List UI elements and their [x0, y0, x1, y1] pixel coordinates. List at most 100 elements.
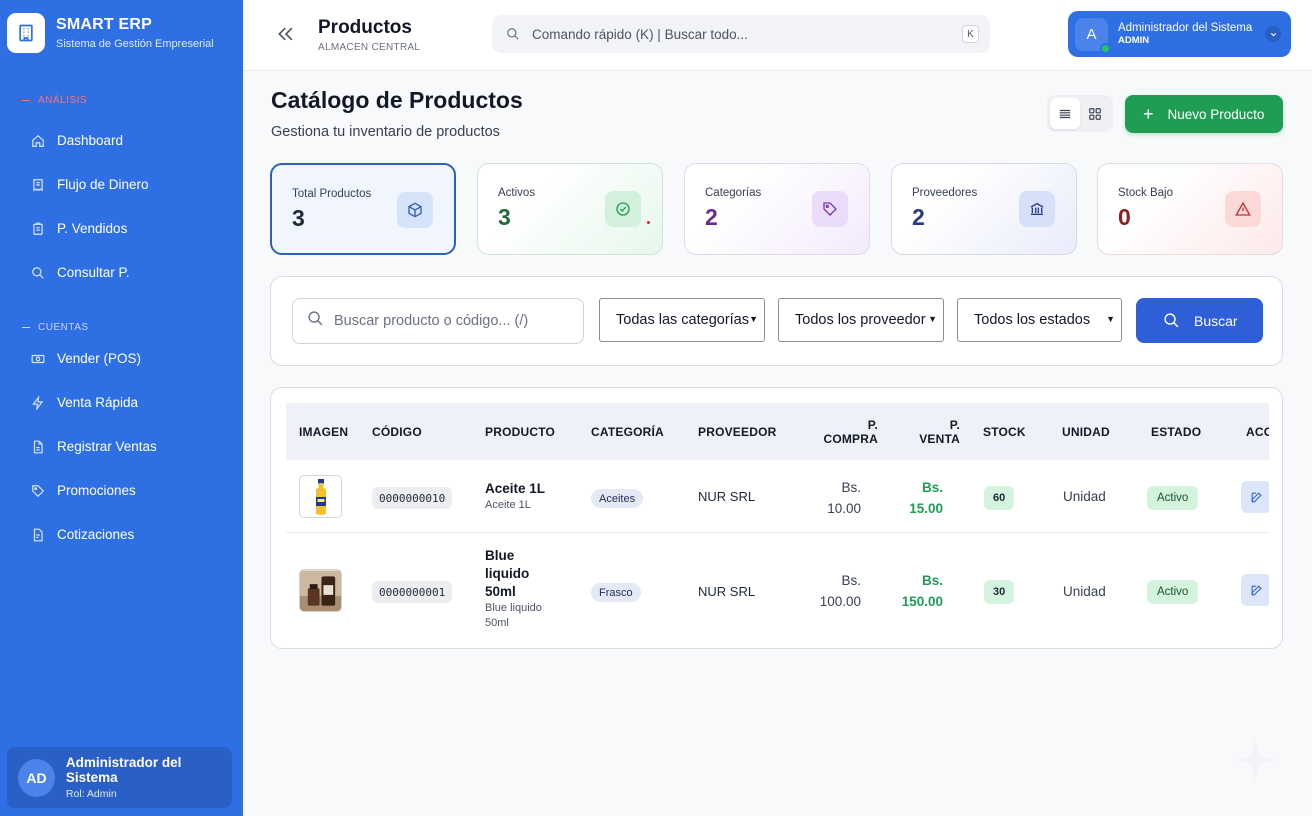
user-menu-button[interactable]: A Administrador del Sistema ADMIN [1068, 11, 1291, 57]
sidebar-item-vender-pos[interactable]: Vender (POS) [31, 351, 141, 366]
sidebar-item-promociones[interactable]: Promociones [31, 483, 136, 498]
column-header-producto[interactable]: PRODUCTO [485, 425, 556, 439]
product-description: Aceite 1L [485, 499, 531, 511]
receipt-icon [31, 178, 45, 192]
online-status-dot [1100, 42, 1111, 54]
avatar: AD [18, 758, 55, 797]
shortcut-key-badge: K [962, 25, 979, 43]
supplier-select[interactable]: Todos los proveedor ▼ [778, 298, 944, 342]
sidebar-item-venta-rapida[interactable]: Venta Rápida [31, 395, 138, 410]
tag-icon [812, 191, 848, 227]
sidebar-item-label: P. Vendidos [57, 221, 128, 236]
stat-card-stock-bajo[interactable]: Stock Bajo 0 [1097, 163, 1283, 255]
section-label-cuentas: CUENTAS [22, 322, 89, 333]
sidebar-item-label: Promociones [57, 483, 136, 498]
product-info: Blue liquido 50ml Blue liquido 50ml [485, 548, 542, 629]
stat-value: 0 [1118, 204, 1131, 230]
column-header-p-venta[interactable]: P. VENTA [919, 418, 960, 446]
search-icon [1163, 312, 1180, 329]
product-description: Blue liquido [485, 602, 542, 614]
sidebar-user-card[interactable]: AD Administrador del Sistema Rol: Admin [7, 747, 232, 808]
brand-subtitle: Sistema de Gestión Empreserial [56, 38, 214, 50]
sparkle-icon [1232, 737, 1278, 788]
edit-button[interactable] [1241, 481, 1269, 513]
collapse-sidebar-button[interactable] [276, 24, 296, 49]
sidebar-item-cotizaciones[interactable]: Cotizaciones [31, 527, 134, 542]
column-header-acciones[interactable]: ACC [1246, 425, 1269, 439]
sidebar-item-label: Flujo de Dinero [57, 177, 149, 192]
user-name: Administrador del Sistema [1118, 22, 1253, 34]
catalog-subtitle: Gestiona tu inventario de productos [271, 124, 500, 140]
column-header-categoria[interactable]: CATEGORÍA [591, 425, 664, 439]
file-icon [31, 440, 45, 454]
category-select[interactable]: Todas las categorías ▼ [599, 298, 765, 342]
filter-panel: Todas las categorías ▼ Todos los proveed… [270, 276, 1283, 366]
page-title: Productos [318, 17, 412, 38]
cash-icon [31, 352, 45, 366]
product-name: Aceite 1L [485, 481, 546, 496]
chevron-down-icon [1265, 26, 1281, 42]
sidebar-item-flujo-de-dinero[interactable]: Flujo de Dinero [31, 177, 149, 192]
search-icon [307, 310, 324, 332]
stat-value: 2 [705, 204, 718, 230]
grid-view-button[interactable] [1080, 98, 1110, 129]
sidebar-item-label: Vender (POS) [57, 351, 142, 366]
command-search-bar[interactable]: K [492, 15, 990, 53]
status-select[interactable]: Todos los estados ▼ [957, 298, 1122, 342]
chevron-down-icon: ▼ [928, 314, 937, 324]
table-row[interactable]: 0000000001 Blue liquido 50ml Blue liquid… [286, 533, 1269, 648]
new-product-button[interactable]: + Nuevo Producto [1125, 95, 1283, 133]
sidebar-user-role: Rol: Admin [65, 788, 117, 800]
stat-card-total-productos[interactable]: Total Productos 3 [270, 163, 456, 255]
column-header-p-compra[interactable]: P. COMPRA [823, 418, 878, 446]
unit-label: Unidad [1063, 584, 1106, 599]
search-icon [31, 266, 45, 280]
stat-label: Categorías [705, 187, 762, 199]
stat-card-categorias[interactable]: Categorías 2 [684, 163, 870, 255]
column-header-stock[interactable]: STOCK [983, 425, 1026, 439]
column-header-codigo[interactable]: CÓDIGO [372, 425, 422, 439]
product-search-input[interactable] [334, 313, 574, 329]
column-header-estado[interactable]: ESTADO [1151, 425, 1202, 439]
edit-icon [1251, 491, 1262, 502]
column-header-proveedor[interactable]: PROVEEDOR [698, 425, 777, 439]
unit-label: Unidad [1063, 489, 1106, 504]
edit-button[interactable] [1241, 574, 1269, 606]
tag-icon [31, 484, 45, 498]
stat-label: Total Productos [292, 188, 372, 200]
building-icon [7, 13, 45, 53]
page-subtitle: ALMACEN CENTRAL [318, 42, 421, 53]
stat-label: Proveedores [912, 187, 978, 199]
stat-card-proveedores[interactable]: Proveedores 2 [891, 163, 1077, 255]
search-button[interactable]: Buscar [1136, 298, 1263, 343]
sale-price: Bs. 15.00 [909, 480, 943, 516]
home-icon [31, 134, 45, 148]
stat-value: 3 [292, 205, 305, 231]
status-badge: Activo [1147, 580, 1199, 604]
notification-dot [647, 221, 650, 224]
plus-icon: + [1143, 104, 1154, 124]
grid-icon [1089, 107, 1101, 120]
list-view-button[interactable] [1050, 98, 1080, 129]
column-header-unidad[interactable]: UNIDAD [1062, 425, 1110, 439]
product-search-box[interactable] [292, 298, 584, 344]
sidebar-item-dashboard[interactable]: Dashboard [31, 133, 123, 148]
sidebar-item-label: Venta Rápida [57, 395, 139, 410]
column-header-imagen[interactable]: IMAGEN [299, 425, 349, 439]
sidebar-item-p-vendidos[interactable]: P. Vendidos [31, 221, 127, 236]
warning-icon [1225, 191, 1261, 227]
product-image-bottle-photo [299, 569, 342, 612]
product-code: 0000000010 [372, 487, 453, 509]
chevron-down-icon: ▼ [749, 314, 758, 324]
product-info: Aceite 1L Aceite 1L [485, 480, 545, 513]
table-row[interactable]: 0000000010 Aceite 1L Aceite 1L Aceites N… [286, 460, 1269, 533]
products-table-panel: IMAGEN CÓDIGO PRODUCTO CATEGORÍA PROVEED… [270, 387, 1283, 649]
category-badge: Frasco [591, 583, 641, 602]
sidebar-item-consultar-p[interactable]: Consultar P. [31, 265, 130, 280]
sidebar-item-registrar-ventas[interactable]: Registrar Ventas [31, 439, 157, 454]
brand[interactable]: SMART ERP Sistema de Gestión Empreserial [7, 13, 214, 53]
user-role: ADMIN [1118, 35, 1150, 46]
status-badge: Activo [1147, 486, 1199, 510]
stat-card-activos[interactable]: Activos 3 [477, 163, 663, 255]
command-search-input[interactable] [532, 26, 932, 42]
